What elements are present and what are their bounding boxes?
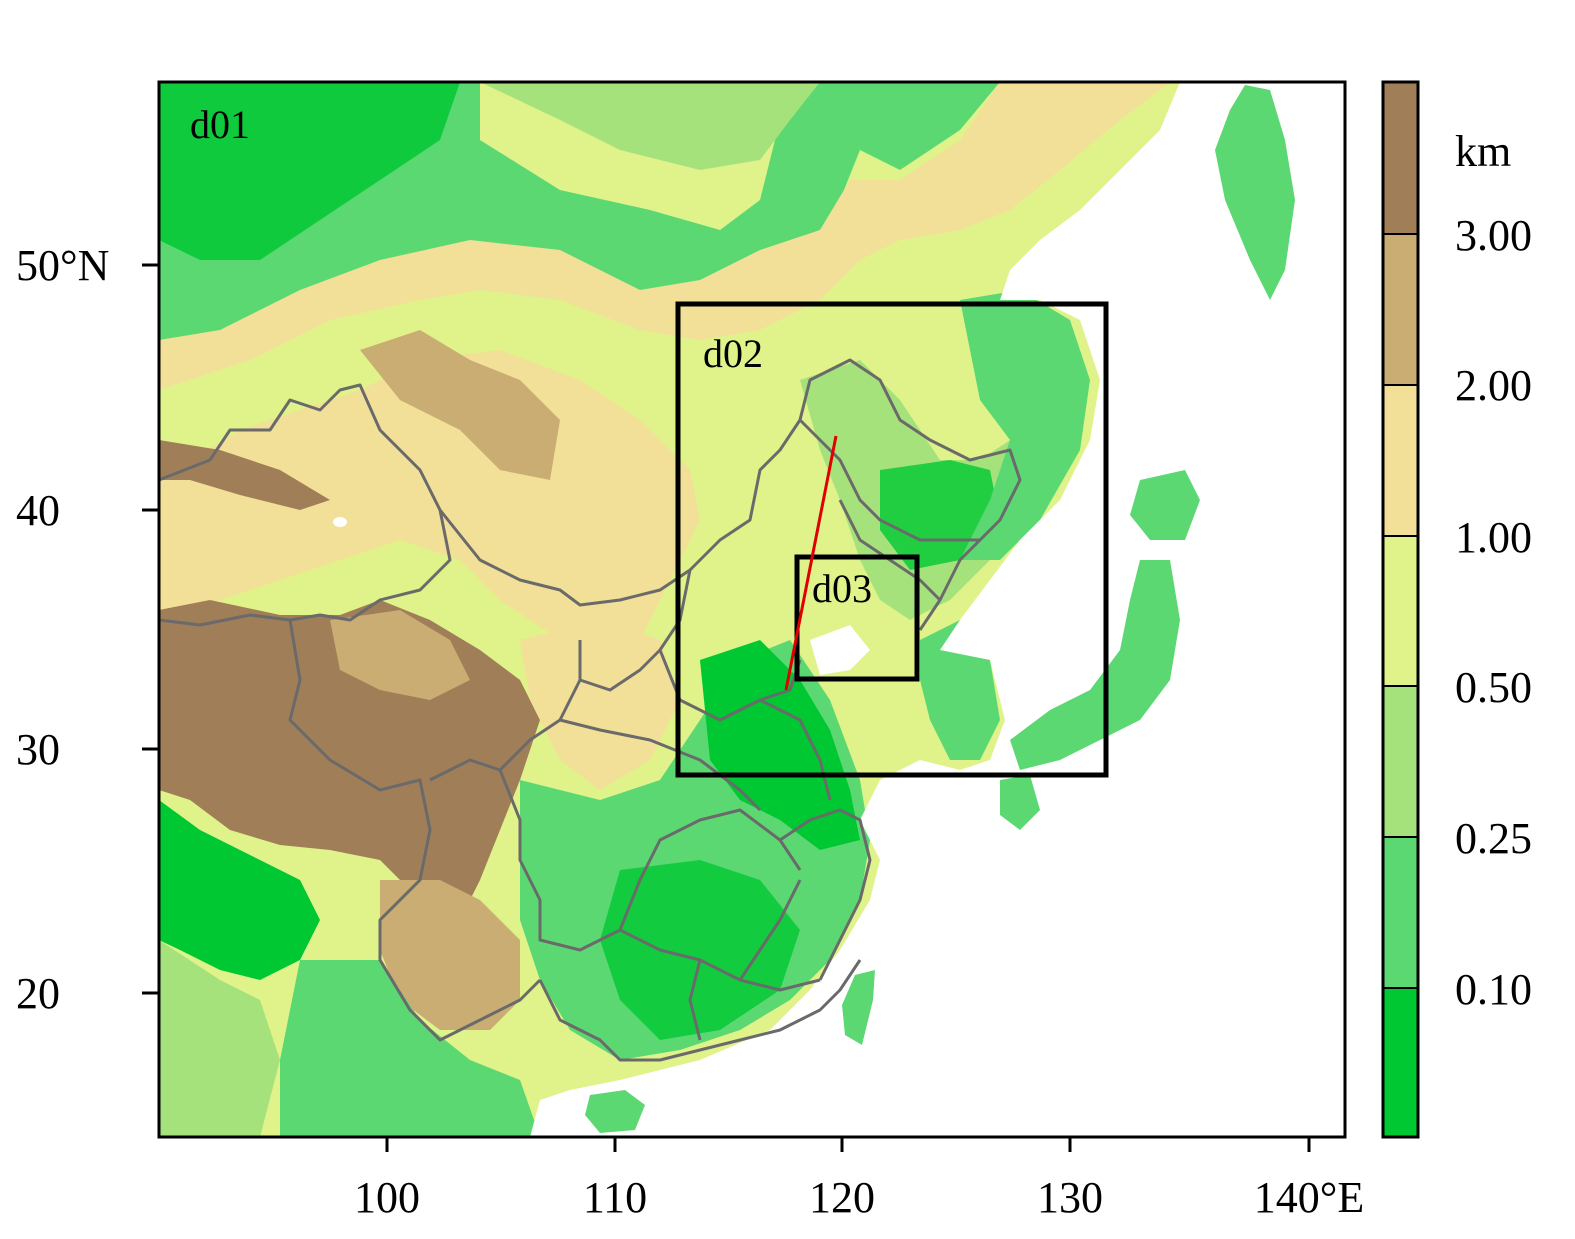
island-sakhalin xyxy=(1215,85,1295,300)
terrain-loess-plateau xyxy=(520,620,680,790)
island-taiwan xyxy=(842,970,875,1045)
domain-label-d01: d01 xyxy=(190,102,250,147)
colorbar-unit: km xyxy=(1455,127,1511,176)
colorbar-segment xyxy=(1383,988,1418,1137)
colorbar-segment xyxy=(1383,536,1418,686)
island-hainan xyxy=(585,1090,645,1133)
colorbar-label: 1.00 xyxy=(1455,513,1532,562)
terrain-inner-asia-plateau xyxy=(159,350,700,660)
colorbar-segment xyxy=(1383,82,1418,234)
x-tick-label: 130 xyxy=(1037,1173,1103,1222)
terrain-yunnan-plateau xyxy=(380,880,520,1030)
y-tick-label: 30 xyxy=(16,725,60,774)
terrain-mongolia-plateau xyxy=(159,82,1170,390)
island-kyushu xyxy=(1000,775,1040,830)
colorbar-label: 3.00 xyxy=(1455,211,1532,260)
colorbar-label: 0.50 xyxy=(1455,663,1532,712)
terrain-south-china xyxy=(600,860,800,1040)
transect-line xyxy=(784,435,838,691)
map-panel xyxy=(159,82,1345,1137)
ocean-bohai xyxy=(810,625,870,675)
terrain-indochina xyxy=(280,960,540,1137)
colorbar-segment xyxy=(1383,234,1418,385)
colorbar-segment xyxy=(1383,686,1418,837)
y-axis xyxy=(142,263,159,995)
terrain-altai xyxy=(360,330,560,480)
y-tick-label: 50°N xyxy=(16,241,109,290)
terrain-north-china-plain xyxy=(700,640,860,850)
province-borders xyxy=(159,358,1022,1062)
island-honshu xyxy=(1010,560,1180,770)
x-axis xyxy=(385,1137,1311,1152)
terrain-north-mid-green xyxy=(480,82,820,170)
y-tick-label: 20 xyxy=(16,969,60,1018)
lake-bosten xyxy=(333,517,347,527)
colorbar xyxy=(1381,80,1420,1139)
island-hokkaido xyxy=(1130,470,1200,540)
colorbar-label: 2.00 xyxy=(1455,361,1532,410)
colorbar-segment xyxy=(1383,385,1418,536)
terrain-india-lowland xyxy=(159,800,320,980)
colorbar-label: 0.10 xyxy=(1455,965,1532,1014)
map-frame xyxy=(157,80,1347,1139)
terrain-qaidam xyxy=(330,610,470,700)
colorbar-label: 0.25 xyxy=(1455,814,1532,863)
x-tick-label: 140°E xyxy=(1254,1173,1364,1222)
x-tick-label: 120 xyxy=(809,1173,875,1222)
colorbar-segment xyxy=(1383,837,1418,988)
x-tick-label: 100 xyxy=(354,1173,420,1222)
terrain-far-east-green xyxy=(960,290,1090,560)
terrain-north-deep-green xyxy=(159,82,460,260)
domain-d03-box xyxy=(794,554,920,682)
y-tick-label: 40 xyxy=(16,486,60,535)
domain-d02-box xyxy=(675,301,1109,778)
ocean-east xyxy=(530,82,1345,1137)
domain-label-d03: d03 xyxy=(812,566,872,611)
domain-label-d02: d02 xyxy=(703,331,763,376)
colorbar-frame xyxy=(1381,80,1420,1139)
terrain-southeast-asia xyxy=(159,940,280,1137)
terrain-tianshan xyxy=(159,440,330,510)
x-tick-label: 110 xyxy=(583,1173,647,1222)
